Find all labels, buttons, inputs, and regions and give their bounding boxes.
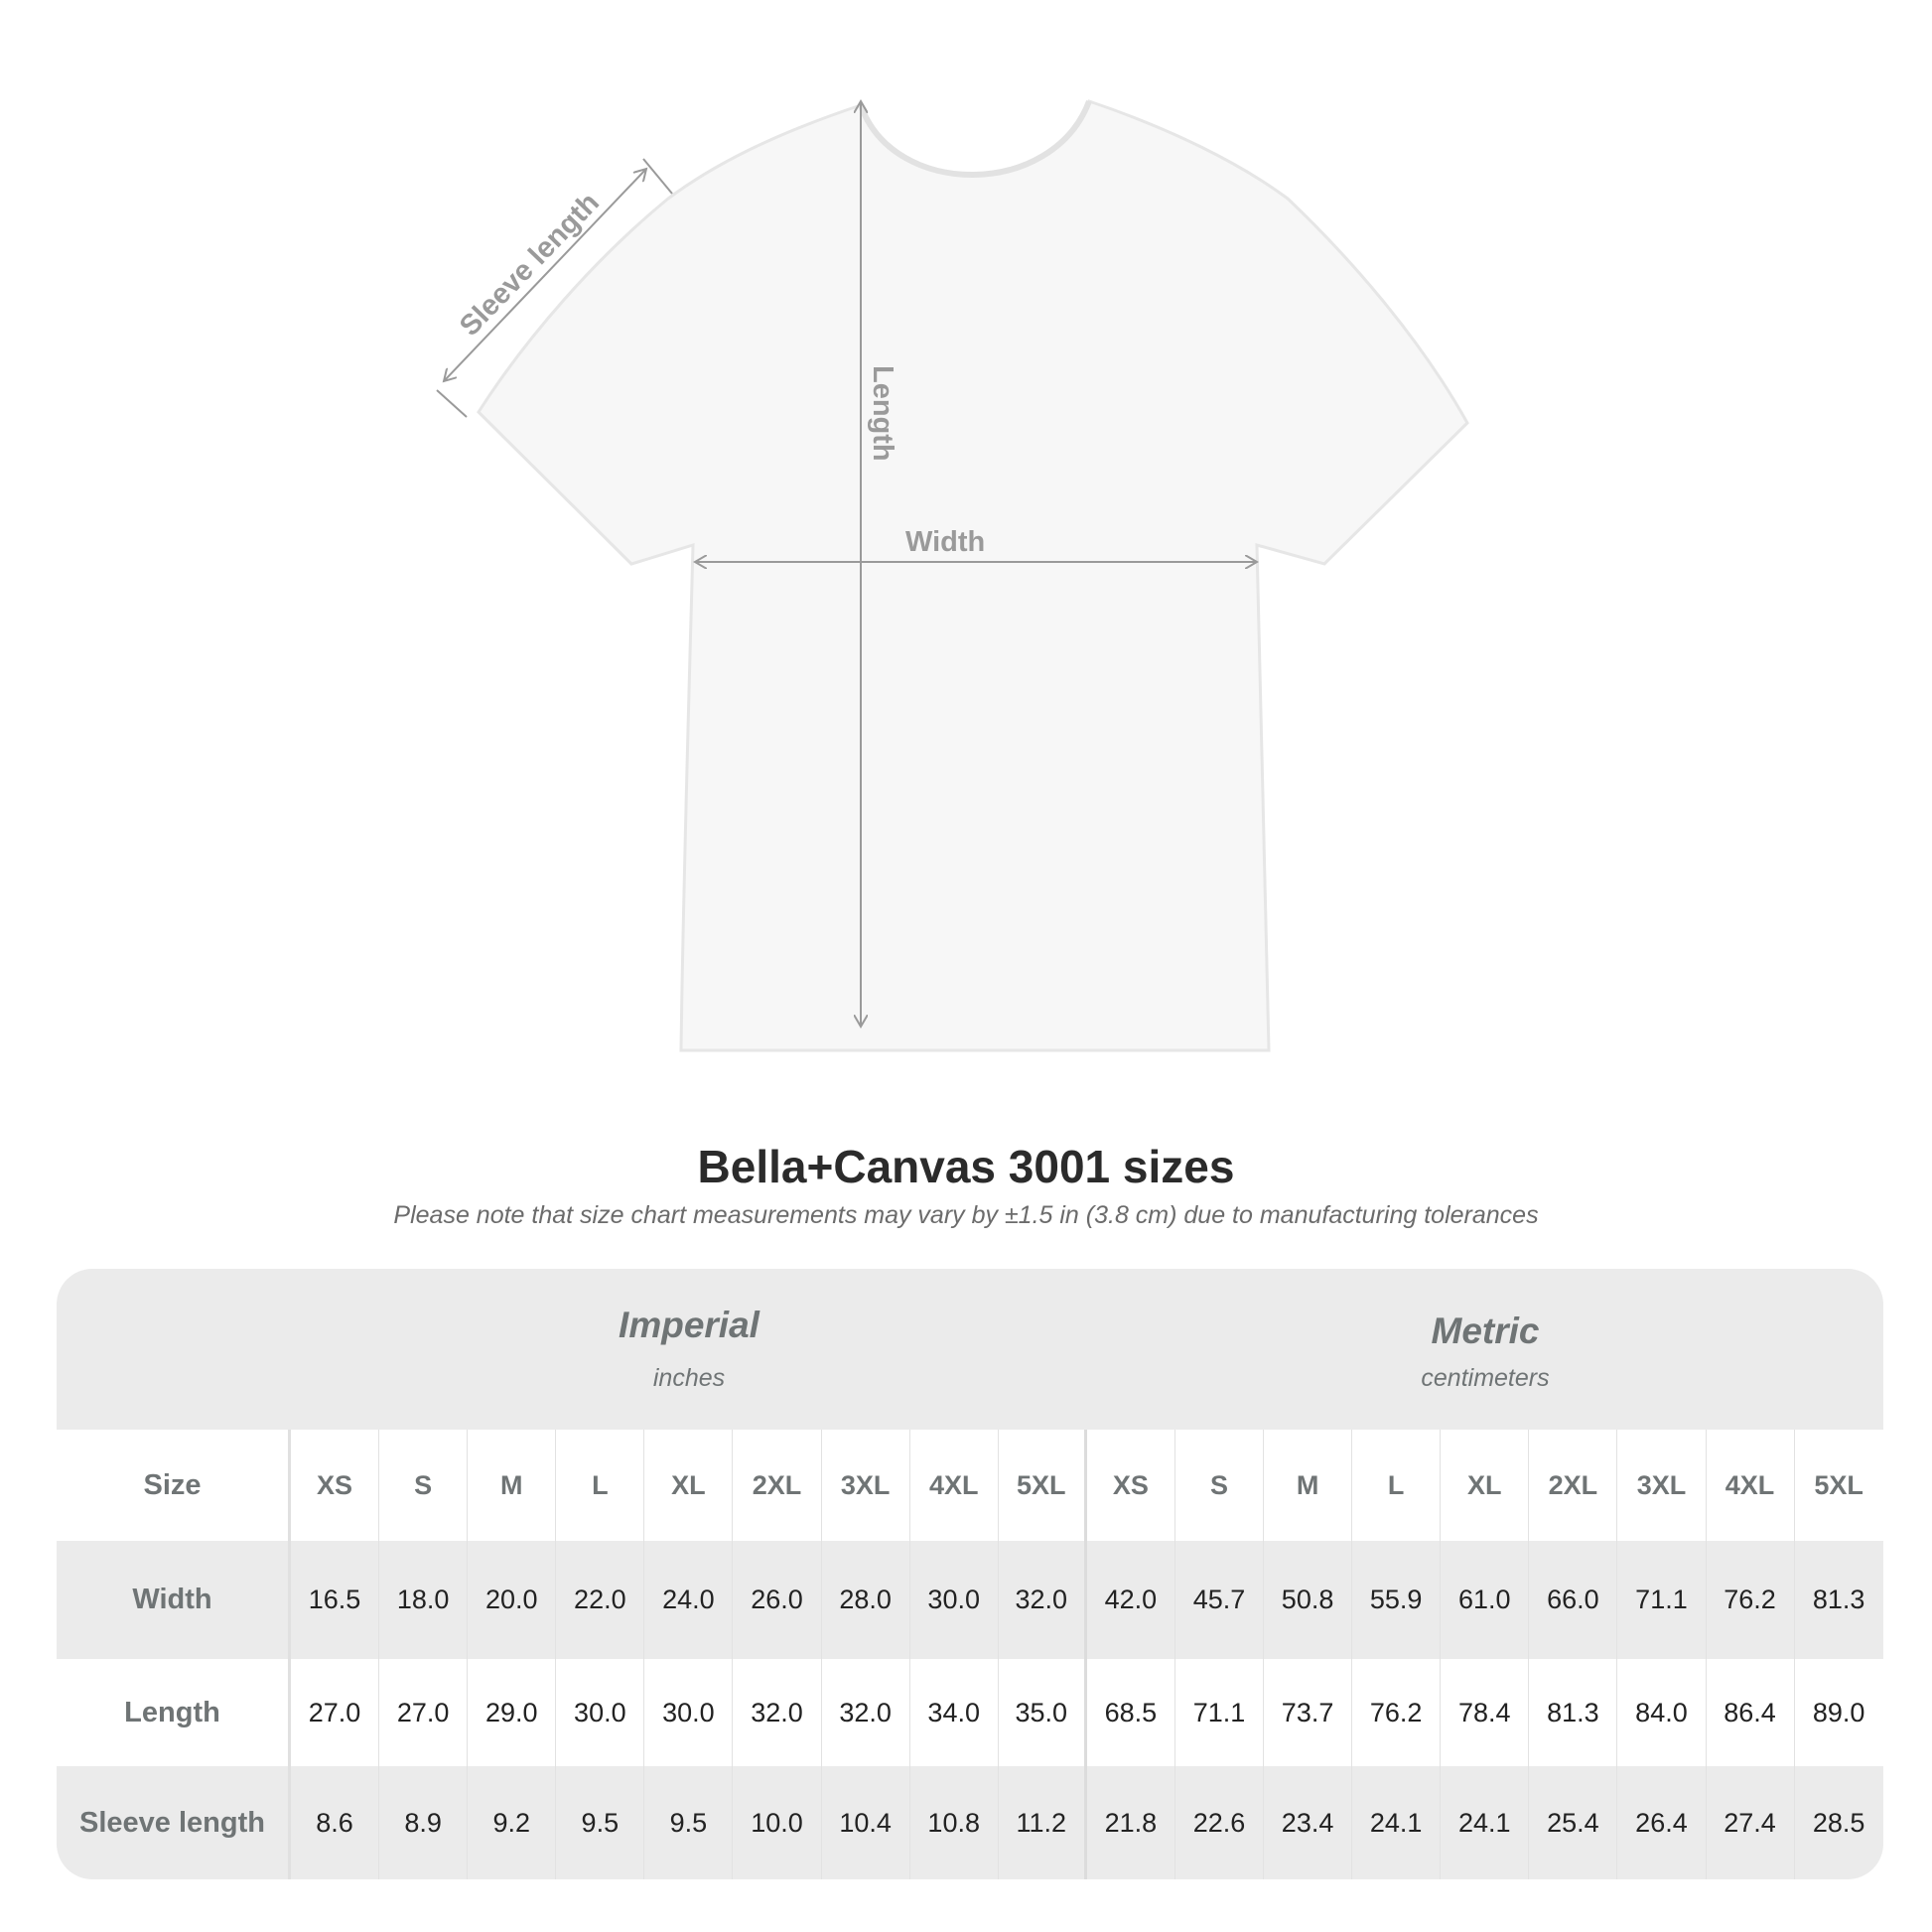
metric-header: Metric centimeters bbox=[1087, 1311, 1883, 1393]
table-cell: 61.0 bbox=[1441, 1541, 1530, 1659]
group-unit: centimeters bbox=[1421, 1364, 1550, 1392]
tolerance-note: Please note that size chart measurements… bbox=[393, 1201, 1539, 1229]
table-cell: 24.1 bbox=[1441, 1766, 1530, 1879]
table-cell: 34.0 bbox=[910, 1659, 999, 1766]
table-cell: 78.4 bbox=[1441, 1659, 1530, 1766]
group-name: Metric bbox=[1431, 1311, 1540, 1351]
tshirt-diagram: Sleeve length Length Width bbox=[436, 0, 1469, 1052]
group-unit: inches bbox=[652, 1364, 726, 1392]
sleeve-tick bbox=[642, 158, 673, 195]
row-label: Width bbox=[57, 1541, 291, 1659]
size-header-cell: 2XL bbox=[733, 1430, 822, 1541]
size-header-cell: 4XL bbox=[1707, 1430, 1795, 1541]
size-header-cell: 4XL bbox=[910, 1430, 999, 1541]
table-cell: 30.0 bbox=[644, 1659, 734, 1766]
collar bbox=[858, 99, 1092, 178]
size-header-cell: M bbox=[468, 1430, 557, 1541]
width-label: Width bbox=[905, 526, 985, 558]
table-cell: 26.0 bbox=[733, 1541, 822, 1659]
table-cell: 28.0 bbox=[822, 1541, 910, 1659]
table-cell: 9.2 bbox=[468, 1766, 557, 1879]
table-cell: 26.4 bbox=[1617, 1766, 1707, 1879]
table-cell: 8.6 bbox=[291, 1766, 380, 1879]
table-cell: 20.0 bbox=[468, 1541, 557, 1659]
size-header-cell: 3XL bbox=[1617, 1430, 1707, 1541]
table-row: Sleeve length 8.6 8.9 9.2 9.5 9.5 10.0 10.4 10.8… bbox=[57, 1766, 1883, 1879]
table-cell: 68.5 bbox=[1087, 1659, 1175, 1766]
table-cell: 10.8 bbox=[910, 1766, 999, 1879]
table-row: Length 27.0 27.0 29.0 30.0 30.0 32.0 32.0 34.0 35… bbox=[57, 1659, 1883, 1766]
row-label: Sleeve length bbox=[57, 1766, 291, 1879]
table-cell: 71.1 bbox=[1175, 1659, 1265, 1766]
table-cell: 24.1 bbox=[1352, 1766, 1442, 1879]
size-header-cell: 5XL bbox=[999, 1430, 1087, 1541]
table-cell: 9.5 bbox=[556, 1766, 645, 1879]
size-header-cell: XS bbox=[1087, 1430, 1175, 1541]
table-cell: 32.0 bbox=[999, 1541, 1087, 1659]
group-name: Imperial bbox=[619, 1305, 759, 1345]
table-cell: 24.0 bbox=[644, 1541, 734, 1659]
table-cell: 25.4 bbox=[1529, 1766, 1618, 1879]
table-cell: 29.0 bbox=[468, 1659, 557, 1766]
size-header-cell: 2XL bbox=[1529, 1430, 1618, 1541]
table-cell: 27.0 bbox=[379, 1659, 469, 1766]
table-cell: 76.2 bbox=[1707, 1541, 1795, 1659]
table-cell: 30.0 bbox=[910, 1541, 999, 1659]
table-cell: 32.0 bbox=[822, 1659, 910, 1766]
size-header-cell: 3XL bbox=[822, 1430, 910, 1541]
size-header-row: Size XS S M L XL 2XL 3XL 4XL 5XL XS S M L XL 2XL 3XL 4XL 5… bbox=[57, 1430, 1883, 1541]
size-table: Imperial inches Metric centimeters Size X… bbox=[57, 1269, 1883, 1879]
size-header-cell: S bbox=[1175, 1430, 1265, 1541]
table-cell: 23.4 bbox=[1264, 1766, 1353, 1879]
size-header-cell: L bbox=[1352, 1430, 1442, 1541]
table-cell: 55.9 bbox=[1352, 1541, 1442, 1659]
table-cell: 21.8 bbox=[1087, 1766, 1175, 1879]
tshirt-shape bbox=[477, 99, 1469, 1052]
table-cell: 42.0 bbox=[1087, 1541, 1175, 1659]
table-cell: 73.7 bbox=[1264, 1659, 1353, 1766]
table-cell: 32.0 bbox=[733, 1659, 822, 1766]
table-cell: 71.1 bbox=[1617, 1541, 1707, 1659]
table-cell: 84.0 bbox=[1617, 1659, 1707, 1766]
sleeve-tick bbox=[436, 389, 468, 418]
table-cell: 16.5 bbox=[291, 1541, 380, 1659]
sleeve-measure-line bbox=[444, 169, 646, 381]
size-header-cell: XL bbox=[644, 1430, 734, 1541]
imperial-header: Imperial inches bbox=[291, 1305, 1087, 1393]
table-cell: 22.6 bbox=[1175, 1766, 1265, 1879]
size-header-cell: S bbox=[379, 1430, 469, 1541]
table-cell: 81.3 bbox=[1529, 1659, 1618, 1766]
table-cell: 10.4 bbox=[822, 1766, 910, 1879]
table-cell: 27.4 bbox=[1707, 1766, 1795, 1879]
size-header-cell: XL bbox=[1441, 1430, 1530, 1541]
table-cell: 28.5 bbox=[1812, 1807, 1865, 1838]
table-cell: 45.7 bbox=[1175, 1541, 1265, 1659]
size-header-cell: M bbox=[1264, 1430, 1353, 1541]
table-cell: 50.8 bbox=[1264, 1541, 1353, 1659]
table-cell: 81.3 bbox=[1812, 1585, 1865, 1614]
table-cell: 27.0 bbox=[291, 1659, 380, 1766]
table-cell: 76.2 bbox=[1352, 1659, 1442, 1766]
table-cell: 10.0 bbox=[733, 1766, 822, 1879]
table-cell: 9.5 bbox=[644, 1766, 734, 1879]
table-cell: 89.0 bbox=[1812, 1697, 1865, 1727]
table-cell: 30.0 bbox=[556, 1659, 645, 1766]
table-cell: 8.9 bbox=[379, 1766, 469, 1879]
row-label: Length bbox=[57, 1659, 291, 1766]
table-cell: 22.0 bbox=[556, 1541, 645, 1659]
size-header-cell: 5XL bbox=[1814, 1469, 1863, 1500]
table-cell: 18.0 bbox=[379, 1541, 469, 1659]
table-cell: 11.2 bbox=[999, 1766, 1087, 1879]
table-cell: 35.0 bbox=[999, 1659, 1087, 1766]
table-cell: 86.4 bbox=[1707, 1659, 1795, 1766]
row-label: Size bbox=[57, 1430, 291, 1541]
table-cell: 66.0 bbox=[1529, 1541, 1618, 1659]
table-row: Width 16.5 18.0 20.0 22.0 24.0 26.0 28.0 30.0 32.… bbox=[57, 1541, 1883, 1659]
chart-title: Bella+Canvas 3001 sizes bbox=[697, 1141, 1235, 1192]
size-header-cell: XS bbox=[291, 1430, 380, 1541]
length-label: Length bbox=[867, 365, 898, 462]
size-header-cell: L bbox=[556, 1430, 645, 1541]
